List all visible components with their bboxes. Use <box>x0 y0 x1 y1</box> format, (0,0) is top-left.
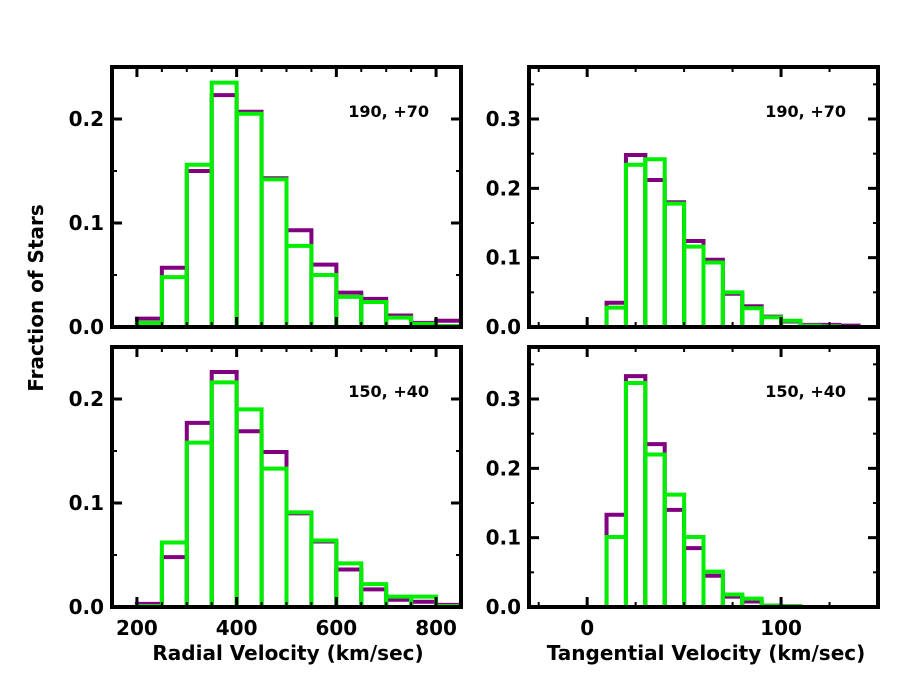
plot-frame <box>110 345 463 609</box>
bar-purple-5 <box>234 109 264 327</box>
bar-green-4 <box>209 80 239 327</box>
bar-purple-6 <box>701 257 725 327</box>
bar-green-9 <box>334 294 364 327</box>
bar-purple-2 <box>623 374 648 607</box>
x-tick-label: 600 <box>315 616 357 640</box>
bar-purple-4 <box>209 93 239 327</box>
bar-green-8 <box>740 306 764 327</box>
bar-purple-3 <box>643 442 667 607</box>
panel-bottom-right: 0.0 0.1 0.2 0.3 0 100 150, +40 <box>486 345 880 640</box>
bar-purple-2 <box>623 153 648 327</box>
y-tick-label: 0.2 <box>486 456 521 480</box>
x-tick-label: 800 <box>415 616 457 640</box>
bar-purple-4 <box>209 369 239 607</box>
x-axis-title-tangential: Tangential Velocity (km/sec) <box>547 641 866 665</box>
bar-purple-8 <box>309 539 339 607</box>
y-tick-label: 0.2 <box>69 107 104 131</box>
bar-green-3 <box>643 452 667 607</box>
panel-top-right: 0.0 0.1 0.2 0.3 190, +70 <box>486 65 880 339</box>
y-tick-label: 0.0 <box>486 315 521 339</box>
bar-green-6 <box>701 260 725 327</box>
bar-green-5 <box>682 244 706 327</box>
panel-label: 150, +40 <box>348 382 429 401</box>
bar-green-3 <box>184 162 214 327</box>
y-tick-label: 0.0 <box>486 595 521 619</box>
bar-green-2 <box>159 540 189 607</box>
bar-green-7 <box>284 510 314 607</box>
bar-purple-3 <box>184 420 214 607</box>
bar-green-3 <box>184 440 214 607</box>
bar-purple-7 <box>284 511 314 607</box>
bar-purple-2 <box>159 555 189 607</box>
x-tick-label: 100 <box>760 616 802 640</box>
bar-purple-5 <box>682 239 706 327</box>
bar-green-3 <box>643 157 667 327</box>
plot-frame <box>527 65 880 329</box>
panel-label: 190, +70 <box>765 102 846 121</box>
y-tick-label: 0.1 <box>69 491 104 515</box>
y-tick-label: 0.0 <box>69 595 104 619</box>
panel-bottom-left: 0.0 0.1 0.2 200 400 600 800 150, +40 <box>69 345 463 640</box>
y-tick-label: 0.2 <box>486 176 521 200</box>
bar-green-10 <box>359 300 389 327</box>
bar-green-4 <box>662 201 687 327</box>
y-tick-label: 0.2 <box>69 387 104 411</box>
bar-purple-5 <box>682 546 706 607</box>
bar-green-4 <box>209 380 239 607</box>
bar-green-7 <box>720 290 745 327</box>
plot-frame <box>110 65 463 329</box>
bar-green-2 <box>623 162 648 327</box>
bar-green-1 <box>604 305 628 327</box>
series-green <box>604 157 842 329</box>
panels: 0.00.10.2 190, +700.00.10.20.3 190, +700.0… <box>69 65 880 640</box>
y-tick-label: 0.1 <box>486 526 521 550</box>
plot-frame <box>527 345 880 609</box>
bar-purple-1 <box>604 512 628 607</box>
bar-purple-4 <box>662 200 687 327</box>
bar-purple-9 <box>334 567 364 607</box>
bar-green-5 <box>234 111 264 327</box>
panel-top-left: 0.0 0.1 0.2 190, +70 <box>69 65 463 339</box>
bar-green-2 <box>623 381 648 607</box>
y-tick-label: 0.3 <box>486 387 521 411</box>
bar-purple-3 <box>643 178 667 327</box>
x-tick-label: 400 <box>216 616 258 640</box>
bar-green-6 <box>701 569 725 607</box>
bar-purple-3 <box>184 169 214 327</box>
x-tick-label: 0 <box>580 616 594 640</box>
bar-green-5 <box>234 407 264 607</box>
bar-purple-5 <box>234 429 264 607</box>
x-tick-label: 200 <box>116 616 158 640</box>
y-tick-label: 0.0 <box>69 315 104 339</box>
bar-green-8 <box>309 273 339 327</box>
bar-green-6 <box>259 466 289 607</box>
bar-green-2 <box>159 275 189 327</box>
x-axis-title-radial: Radial Velocity (km/sec) <box>152 641 423 665</box>
bar-purple-6 <box>701 573 725 607</box>
bar-green-7 <box>284 243 314 327</box>
bar-green-6 <box>259 177 289 327</box>
bar-green-1 <box>604 534 628 607</box>
panel-label: 150, +40 <box>765 382 846 401</box>
bar-purple-6 <box>259 450 289 607</box>
y-tick-label: 0.3 <box>486 107 521 131</box>
bar-purple-4 <box>662 507 687 607</box>
series-green <box>134 380 463 608</box>
panel-label: 190, +70 <box>348 102 429 121</box>
y-tick-label: 0.1 <box>486 246 521 270</box>
y-tick-label: 0.1 <box>69 211 104 235</box>
series-green <box>604 381 803 609</box>
bar-purple-10 <box>359 587 389 607</box>
y-axis-title: Fraction of Stars <box>24 204 48 392</box>
bar-green-8 <box>309 538 339 607</box>
bar-purple-6 <box>259 176 289 327</box>
bar-green-8 <box>740 596 764 607</box>
